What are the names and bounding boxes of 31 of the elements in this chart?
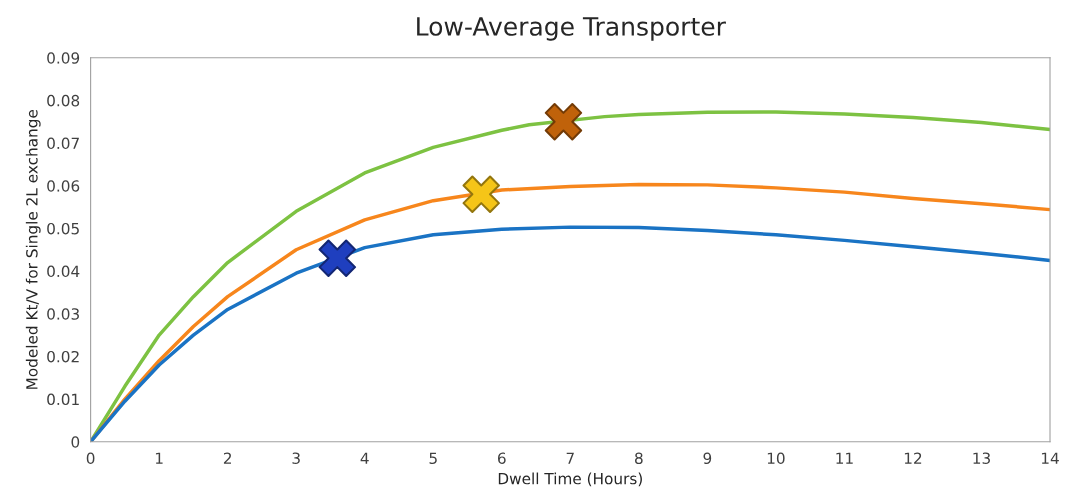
point [318, 239, 357, 278]
x-tick-label: 6 [497, 452, 506, 464]
point [462, 175, 500, 214]
y-tick-label: 0.07 [47, 137, 79, 150]
y-tick-label: 0.09 [47, 52, 80, 64]
chart-title: Low-Average Transporter [417, 17, 726, 41]
y-tick-label: 0.02 [47, 350, 79, 363]
x-tick-label: 14 [1041, 452, 1059, 464]
y-tick-label: 0.01 [47, 393, 79, 406]
x-tick-label: 1 [155, 452, 163, 464]
point [544, 102, 583, 141]
x-tick-label: 5 [429, 452, 437, 464]
y-tick-label: 0 [71, 436, 80, 448]
x-tick-label: 8 [635, 452, 643, 464]
x-tick-label: 7 [566, 452, 574, 464]
x-axis-title: Dwell Time (Hours) [498, 472, 642, 487]
y-tick-label: 0.08 [47, 94, 80, 107]
y-tick-label: 0.05 [47, 222, 79, 235]
x-tick-label: 4 [360, 452, 369, 464]
x-tick-label: 12 [904, 452, 922, 464]
x-tick-label: 11 [836, 452, 853, 464]
y-axis-title: Modeled Kt/V for Single 2L exchange [25, 109, 41, 389]
x-tick-label: 2 [223, 452, 231, 464]
x-tick-label: 0 [86, 452, 95, 464]
y-tick-label: 0.03 [47, 308, 79, 320]
x-tick-label: 9 [703, 452, 712, 464]
y-tick-label: 0.04 [47, 265, 80, 278]
x-tick-label: 10 [767, 452, 785, 464]
y-tick-label: 0.06 [47, 180, 80, 192]
x-tick-label: 13 [973, 452, 990, 464]
x-tick-label: 3 [292, 452, 300, 464]
